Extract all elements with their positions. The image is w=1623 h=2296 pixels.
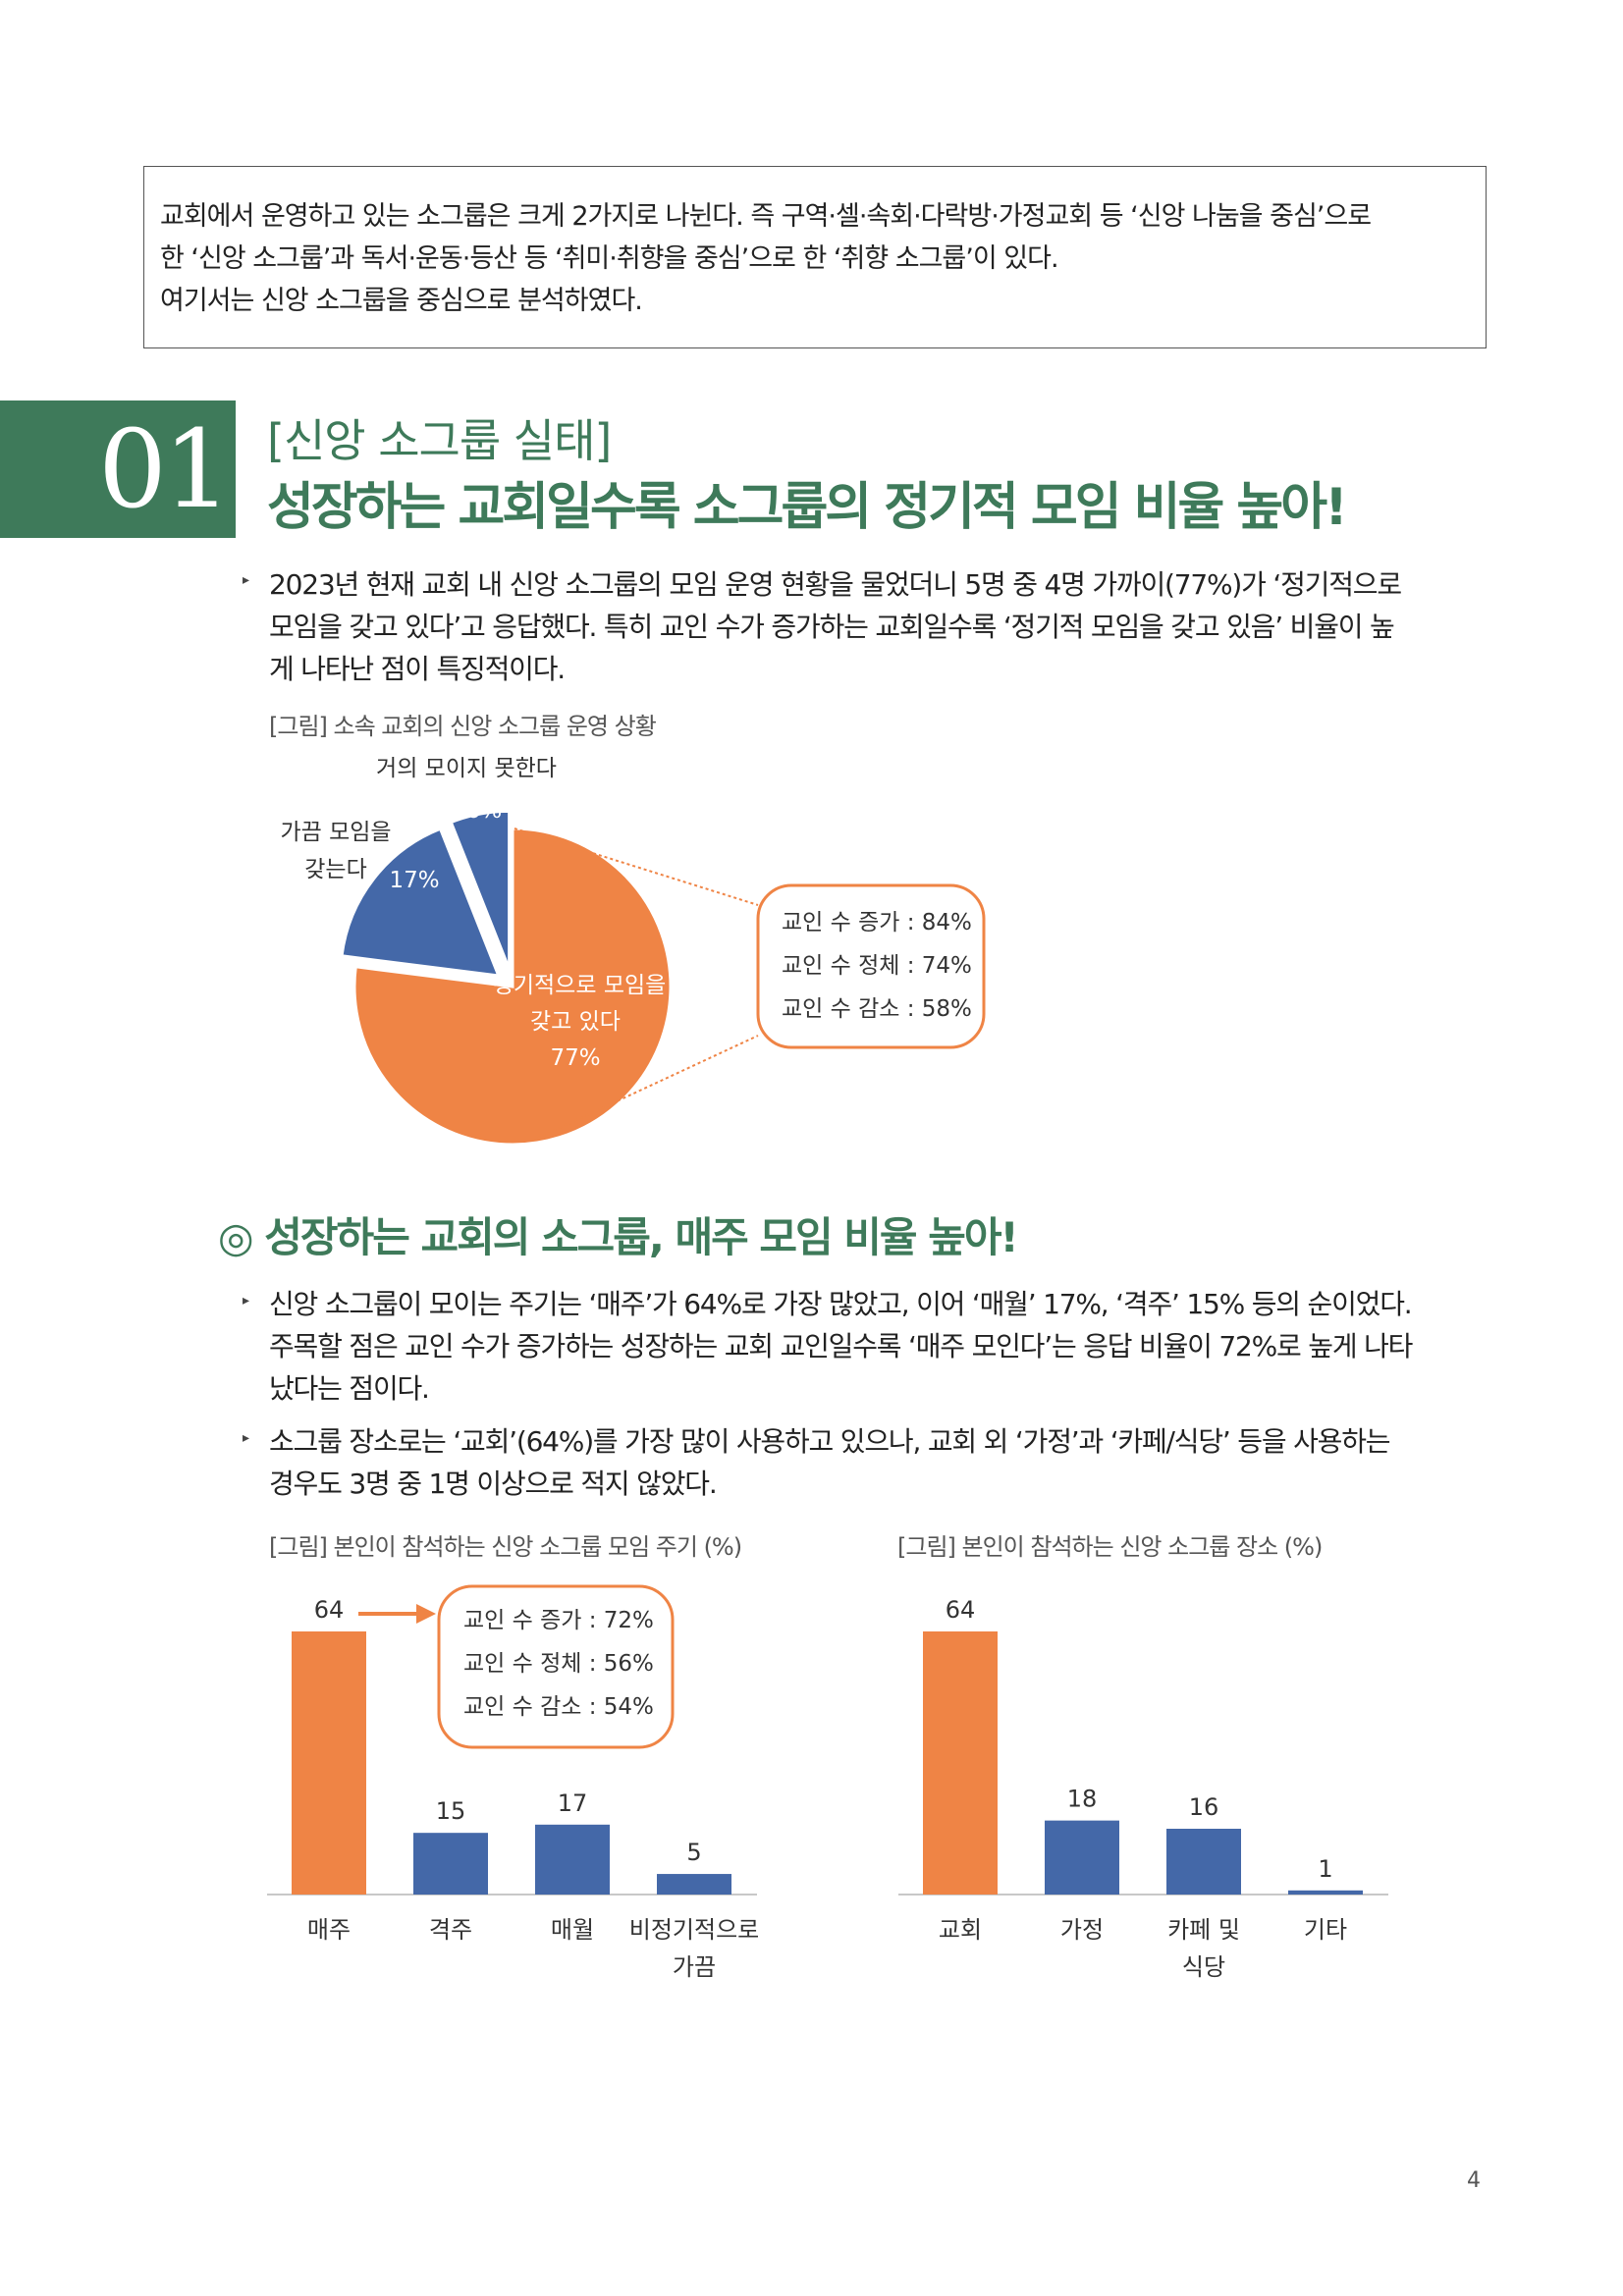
bar-category-label: 가정 <box>1060 1916 1104 1944</box>
pie-slice-label: 가끔 모임을 <box>280 820 391 845</box>
pie-slice-label: 거의 모이지 못한다 <box>376 756 557 781</box>
pie-value-label: 17% <box>389 868 439 893</box>
bar <box>413 1833 488 1895</box>
bar-value-label: 64 <box>946 1596 976 1624</box>
bullet-icon: ▸ <box>243 1293 250 1308</box>
pie-callout-box <box>756 883 986 1049</box>
paragraph-line: 경우도 3명 중 1명 이상으로 적지 않았다. <box>269 1468 718 1500</box>
page-number: 4 <box>1467 2168 1481 2193</box>
bar <box>1288 1890 1363 1895</box>
paragraph-line: 소그룹 장소로는 ‘교회’(64%)를 가장 많이 사용하고 있으나, 교회 외… <box>269 1425 1391 1458</box>
bar-value-label: 15 <box>436 1797 466 1825</box>
pie-value-label: 77% <box>550 1045 600 1071</box>
callout-connector <box>514 828 759 906</box>
bar-callout-line: 교인 수 감소 : 54% <box>463 1694 654 1720</box>
bar-category-label: 식당 <box>1182 1953 1225 1981</box>
section-subtitle: [신앙 소그룹 실태] <box>267 414 612 467</box>
section-title: 성장하는 교회일수록 소그룹의 정기적 모임 비율 높아! <box>267 478 1348 537</box>
intro-line: 교회에서 운영하고 있는 소그룹은 크게 2가지로 나뉜다. 즉 구역·셀·속회… <box>160 201 1372 232</box>
intro-line: 여기서는 신앙 소그룹을 중심으로 분석하였다. <box>160 286 643 316</box>
pie-callout-line: 교인 수 정체 : 74% <box>782 953 972 979</box>
section-number: 01 <box>98 406 232 532</box>
pie-callout-line: 교인 수 감소 : 58% <box>782 996 972 1022</box>
paragraph-line: 주목할 점은 교인 수가 증가하는 성장하는 교회 교인일수록 ‘매주 모인다’… <box>269 1330 1413 1362</box>
pie-slice <box>449 809 512 970</box>
bar-category-label: 기타 <box>1304 1916 1347 1944</box>
arrow-head-icon <box>416 1604 436 1624</box>
paragraph-line: 신앙 소그룹이 모이는 주기는 ‘매주’가 64%로 가장 많았고, 이어 ‘매… <box>269 1288 1413 1320</box>
bar-callout-line: 교인 수 증가 : 72% <box>463 1608 654 1633</box>
bar-value-label: 18 <box>1067 1786 1098 1813</box>
bar-category-label: 격주 <box>429 1916 472 1944</box>
bar-category-label: 비정기적으로 <box>629 1916 759 1944</box>
pie-slice-label: 갖는다 <box>304 857 366 882</box>
bar-caption-frequency: [그림] 본인이 참석하는 신앙 소그룹 모임 주기 (%) <box>269 1533 742 1561</box>
bar <box>1045 1820 1119 1895</box>
pie-caption: [그림] 소속 교회의 신앙 소그룹 운영 상황 <box>269 713 657 740</box>
paragraph-line: 2023년 현재 교회 내 신앙 소그룹의 모임 운영 현황을 물었더니 5명 … <box>269 568 1402 601</box>
pie-slice <box>340 827 502 978</box>
bar-category-label: 교회 <box>939 1916 982 1944</box>
bar <box>657 1874 731 1895</box>
pie-slice-label: 정기적으로 모임을 <box>493 973 667 998</box>
paragraph-line: 게 나타난 점이 특징적이다. <box>269 653 566 685</box>
bar <box>535 1824 610 1895</box>
intro-box: 교회에서 운영하고 있는 소그룹은 크게 2가지로 나뉜다. 즉 구역·셀·속회… <box>143 166 1487 348</box>
bar-value-label: 64 <box>314 1596 345 1624</box>
bar-category-label: 매주 <box>307 1916 351 1944</box>
bar-value-label: 5 <box>686 1839 701 1866</box>
pie-value-label: 6% <box>466 798 503 824</box>
bullet-icon: ▸ <box>243 1430 250 1446</box>
paragraph-line: 났다는 점이다. <box>269 1372 430 1405</box>
bar <box>923 1631 998 1895</box>
intro-line: 한 ‘신앙 소그룹’과 독서·운동·등산 등 ‘취미·취향을 중심’으로 한 ‘… <box>160 243 1059 274</box>
pie-callout-line: 교인 수 증가 : 84% <box>782 910 972 935</box>
bar-value-label: 16 <box>1189 1793 1219 1821</box>
pie-slice-label: 갖고 있다 <box>530 1009 621 1035</box>
bar-category-label: 가끔 <box>673 1953 716 1981</box>
paragraph-line: 모임을 갖고 있다’고 응답했다. 특히 교인 수가 증가하는 교회일수록 ‘정… <box>269 611 1395 643</box>
bar <box>1166 1829 1241 1895</box>
section-number-block <box>0 400 236 538</box>
bar <box>292 1631 366 1895</box>
place-bar-chart: 64 교회 18 가정 16 카페 및식당 1 기타 <box>898 1596 1388 1981</box>
callout-connector <box>531 1035 759 1142</box>
bullet-icon: ▸ <box>243 572 250 588</box>
bar-callout-line: 교인 수 정체 : 56% <box>463 1651 654 1677</box>
bar-category-label: 카페 및 <box>1167 1916 1240 1944</box>
pie-slice <box>352 827 673 1147</box>
bar-value-label: 17 <box>558 1789 588 1817</box>
bar-caption-place: [그림] 본인이 참석하는 신앙 소그룹 장소 (%) <box>897 1533 1323 1561</box>
bar-callout-box <box>437 1584 675 1749</box>
subsection-title: ◎ 성장하는 교회의 소그룹, 매주 모임 비율 높아! <box>218 1213 1019 1261</box>
bar-value-label: 1 <box>1318 1855 1332 1883</box>
bar-category-label: 매월 <box>551 1916 594 1944</box>
